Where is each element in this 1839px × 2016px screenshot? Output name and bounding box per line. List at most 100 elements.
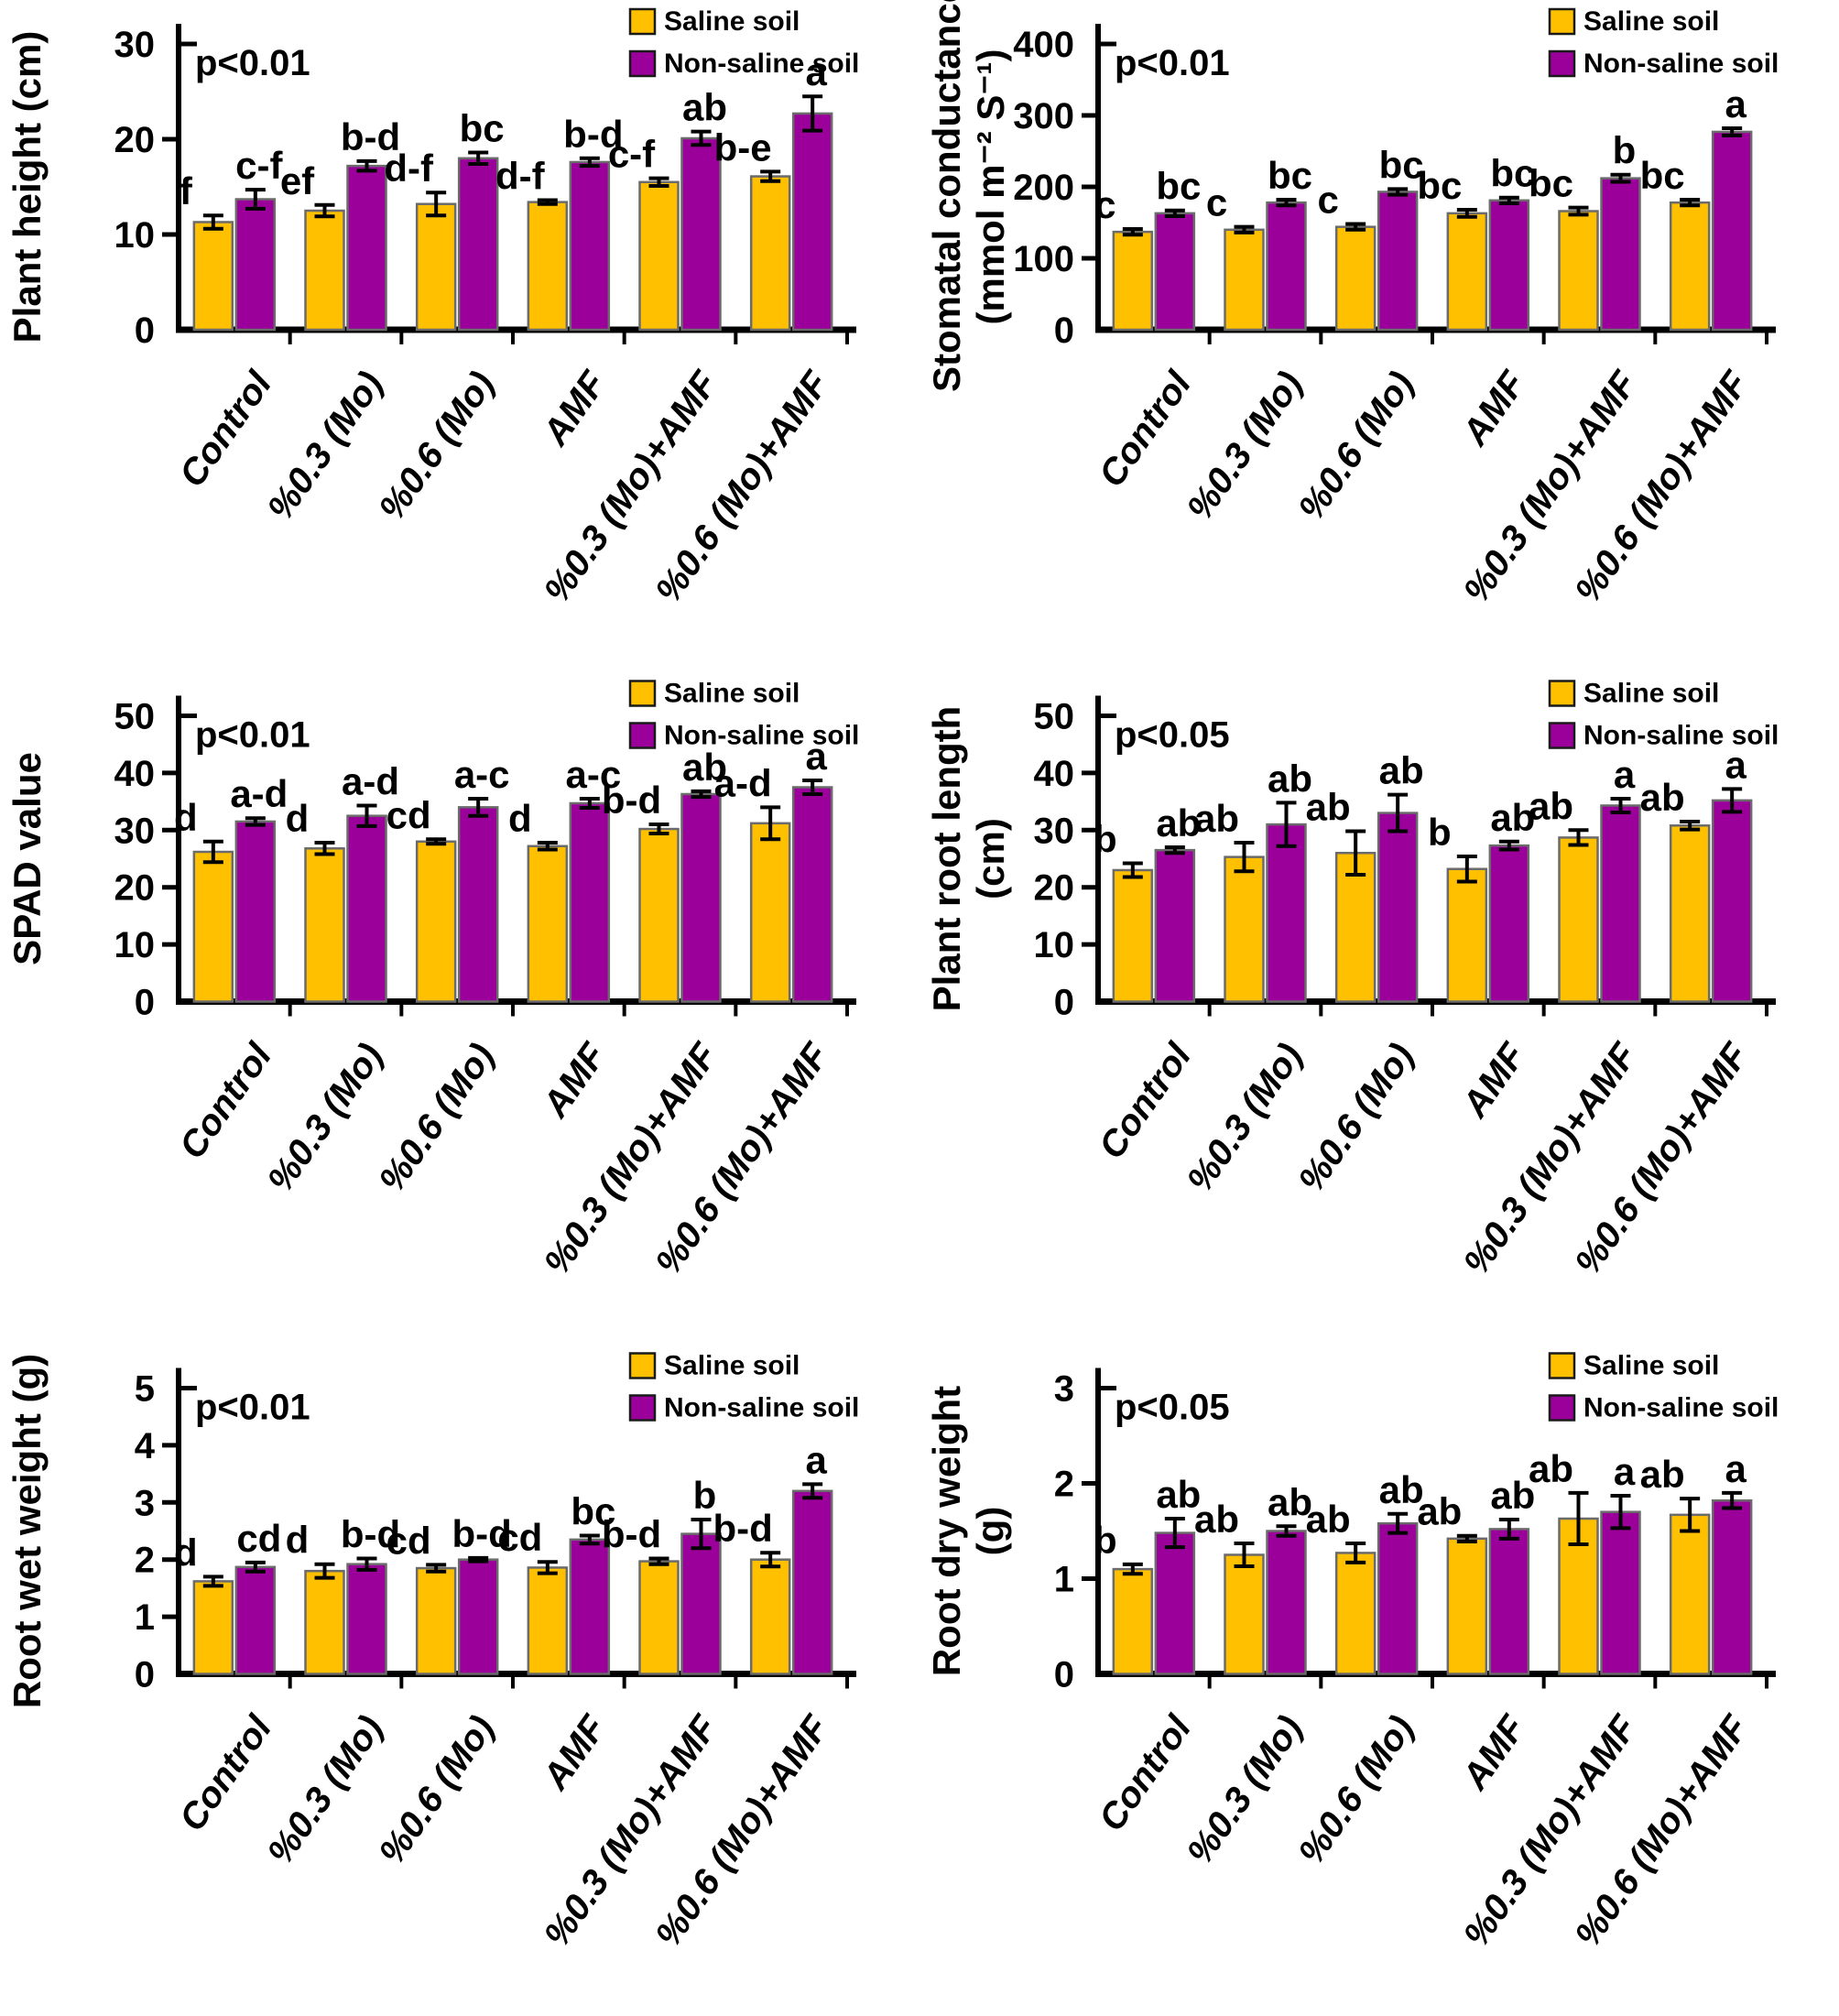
bar-saline xyxy=(749,175,791,332)
bar-non-saline xyxy=(569,801,611,1003)
x-category-label: %0.6 (Mo) xyxy=(1290,1708,1421,1871)
legend-item: Saline soil xyxy=(1548,6,1719,37)
y-tick-label: 50 xyxy=(114,697,156,737)
sig-letter: d-f xyxy=(495,155,546,198)
bar-saline xyxy=(192,850,234,1003)
bar-saline xyxy=(1112,868,1154,1003)
x-category-label: %0.6 (Mo) xyxy=(1290,1036,1421,1199)
legend-label: Non-saline soil xyxy=(664,1393,859,1423)
sig-letter: a xyxy=(1614,1450,1636,1493)
p-value-label: p<0.01 xyxy=(1115,43,1230,83)
y-tick-label: 5 xyxy=(135,1369,155,1410)
sig-letter: b-d xyxy=(563,113,623,156)
y-axis-title: Stomatal conductance xyxy=(925,0,968,392)
bar-non-saline xyxy=(1377,191,1419,332)
bar-saline xyxy=(1446,212,1488,332)
y-tick-label: 0 xyxy=(1054,983,1074,1023)
bar-saline xyxy=(638,180,680,332)
bar-non-saline xyxy=(680,1532,722,1675)
legend-label: Non-saline soil xyxy=(664,721,859,751)
bar-non-saline xyxy=(457,1558,499,1675)
sig-letter: cd xyxy=(386,1519,431,1562)
bar-non-saline xyxy=(234,1565,277,1675)
x-category-label: AMF xyxy=(1454,364,1534,453)
legend-item: Saline soil xyxy=(628,679,800,709)
sig-letter: ab xyxy=(1529,1447,1573,1490)
bar-saline xyxy=(415,840,457,1003)
legend-swatch-saline xyxy=(1548,7,1576,36)
legend-swatch-non-saline xyxy=(628,722,657,749)
y-tick-label: 200 xyxy=(1013,168,1074,208)
sig-letter: bc xyxy=(1268,154,1312,197)
x-category-label: Control xyxy=(172,364,280,494)
y-tick-label: 30 xyxy=(114,811,156,851)
x-category-label: Control xyxy=(1092,364,1200,494)
sig-letter: ab xyxy=(1640,1453,1685,1496)
bar-saline xyxy=(638,827,680,1003)
sig-letter: cd xyxy=(497,1516,542,1559)
bar-saline xyxy=(527,845,569,1003)
sig-letter: c xyxy=(1206,181,1227,224)
y-tick-label: 20 xyxy=(114,868,156,909)
chart-cell-stomatal-conductance: 0 100 200 300 400 c bc Control c bc %0.3 (Mo) c bc %0… xyxy=(920,0,1839,671)
bar-non-saline xyxy=(346,1563,387,1675)
bar-non-saline xyxy=(1488,199,1530,332)
bar-saline xyxy=(638,1560,680,1675)
y-tick-label: 0 xyxy=(135,311,155,351)
bar-saline xyxy=(415,202,457,332)
x-category-label: Control xyxy=(172,1708,280,1838)
y-axis-title: Root wet weight (g) xyxy=(5,1354,49,1708)
legend-swatch-non-saline xyxy=(1548,49,1576,78)
y-tick-label: 2 xyxy=(1054,1465,1074,1505)
sig-letter: a xyxy=(805,1438,827,1481)
legend-label: Non-saline soil xyxy=(664,49,859,79)
y-axis-title: Plant height (cm) xyxy=(5,31,49,343)
bar-non-saline xyxy=(680,136,722,332)
sig-letter: a xyxy=(1725,1447,1747,1490)
bar-saline xyxy=(304,209,345,332)
bar-non-saline xyxy=(569,1538,611,1675)
legend-item: Saline soil xyxy=(1548,679,1719,709)
bar-saline xyxy=(1224,228,1265,332)
sig-letter: b xyxy=(1094,817,1117,860)
bar-non-saline xyxy=(1711,130,1753,332)
legend-item: Saline soil xyxy=(628,1351,800,1381)
bar-non-saline xyxy=(1266,823,1307,1003)
p-value-label: p<0.01 xyxy=(195,715,310,756)
x-category-label: AMF xyxy=(535,1707,615,1797)
bar-non-saline xyxy=(457,806,499,1003)
y-tick-label: 4 xyxy=(135,1426,156,1466)
sig-letter: a xyxy=(1725,82,1747,125)
sig-letter: d xyxy=(508,797,532,840)
sig-letter: a-d xyxy=(342,759,399,802)
legend-label: Saline soil xyxy=(1583,6,1719,37)
sig-letter: b xyxy=(693,1474,717,1517)
legend-item: Non-saline soil xyxy=(1548,1393,1779,1423)
sig-letter: ab xyxy=(1156,801,1201,845)
bar-saline xyxy=(1334,1552,1377,1675)
y-tick-label: 400 xyxy=(1013,25,1074,65)
bar-saline xyxy=(1558,836,1599,1003)
legend-swatch-non-saline xyxy=(1548,722,1576,749)
legend-item: Non-saline soil xyxy=(1548,49,1779,79)
p-value-label: p<0.01 xyxy=(195,43,310,83)
sig-letter: bc xyxy=(1379,143,1424,186)
legend-label: Non-saline soil xyxy=(1583,1393,1779,1423)
bar-saline xyxy=(304,847,345,1003)
bar-saline xyxy=(1669,824,1711,1003)
sig-letter: c-f xyxy=(608,133,656,176)
sig-letter: b-d xyxy=(341,115,400,158)
legend-label: Saline soil xyxy=(1583,1351,1719,1381)
bar-saline xyxy=(1558,210,1599,332)
y-axis-title: Plant root length xyxy=(925,706,968,1012)
y-axis-title: (g) xyxy=(969,1507,1012,1556)
sig-letter: bc xyxy=(571,1489,615,1532)
legend-swatch-non-saline xyxy=(1548,1394,1576,1422)
sig-letter: b-d xyxy=(602,1512,661,1555)
chart-cell-root-wet-weight: 0 1 2 3 4 5 d cd Control d b-d %0.3 (Mo) cd b-d %0.6 (… xyxy=(0,1344,920,2016)
bar-saline xyxy=(1334,852,1377,1003)
legend-swatch-non-saline xyxy=(628,1394,657,1422)
